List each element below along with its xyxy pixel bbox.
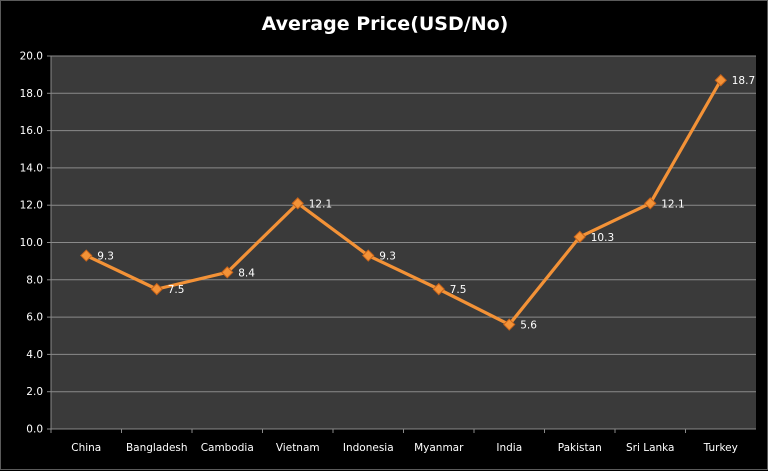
x-tick-label: China xyxy=(71,442,101,454)
x-tick-label: Myanmar xyxy=(414,442,464,454)
data-label: 10.3 xyxy=(591,232,614,244)
data-label: 12.1 xyxy=(309,198,332,210)
x-tick-label: Bangladesh xyxy=(126,442,188,454)
data-point-marker xyxy=(80,249,93,262)
y-tick-label: 14.0 xyxy=(20,162,43,174)
y-tick-labels: 0.0 2.0 4.0 6.0 8.0 10.0 12.0 14.0 16.0 18.0 20.0 xyxy=(20,51,43,436)
data-point-marker xyxy=(714,74,727,87)
y-tick-label: 16.0 xyxy=(20,125,43,137)
y-tick-label: 20.0 xyxy=(20,51,43,63)
y-tick-label: 12.0 xyxy=(20,200,43,212)
data-labels: 9.3 7.5 8.4 12.1 9.3 7.5 5.6 10.3 12.1 18.7 xyxy=(97,75,755,331)
y-tick-label: 18.0 xyxy=(20,88,43,100)
x-tick-label: Pakistan xyxy=(558,442,602,454)
data-label: 5.6 xyxy=(520,320,537,332)
chart-title: Average Price(USD/No) xyxy=(261,13,509,35)
data-point-marker xyxy=(573,230,586,244)
y-tick-label: 2.0 xyxy=(26,386,43,398)
x-tick-label: Cambodia xyxy=(201,442,254,454)
data-point-marker xyxy=(362,249,375,262)
data-point-marker xyxy=(291,197,304,210)
data-label: 7.5 xyxy=(450,284,467,296)
data-label: 18.7 xyxy=(732,75,755,87)
data-label: 8.4 xyxy=(238,267,255,279)
x-tick-label: Turkey xyxy=(703,442,738,454)
x-tick-label: India xyxy=(496,442,522,454)
data-point-marker xyxy=(150,282,163,296)
series xyxy=(80,74,727,331)
data-point-marker xyxy=(503,318,516,331)
data-label: 9.3 xyxy=(379,251,396,263)
y-tick-label: 10.0 xyxy=(20,237,43,249)
data-point-marker xyxy=(221,266,234,279)
data-point-marker xyxy=(432,282,445,296)
gridlines xyxy=(47,55,756,430)
data-label: 12.1 xyxy=(661,198,684,210)
y-tick-label: 6.0 xyxy=(26,312,43,324)
y-tick-label: 0.0 xyxy=(26,424,43,436)
y-tick-label: 4.0 xyxy=(26,349,43,361)
data-point-marker xyxy=(644,197,657,210)
x-tick-label: Sri Lanka xyxy=(626,442,675,454)
x-tick-label: Indonesia xyxy=(343,442,394,454)
x-tick-label: Vietnam xyxy=(276,442,320,454)
data-label: 7.5 xyxy=(168,284,185,296)
x-tick-labels: China Bangladesh Cambodia Vietnam Indonesia M… xyxy=(50,429,738,454)
series-line xyxy=(84,78,723,327)
y-tick-label: 8.0 xyxy=(26,274,43,286)
data-label: 9.3 xyxy=(97,251,114,263)
